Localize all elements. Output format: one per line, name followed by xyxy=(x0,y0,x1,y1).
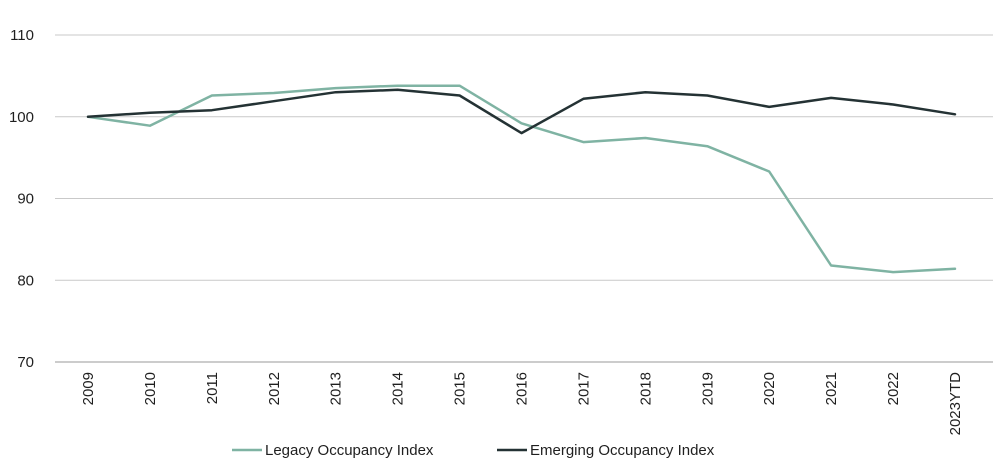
series-layer xyxy=(86,84,957,274)
legend-label: Emerging Occupancy Index xyxy=(530,442,715,459)
y-tick-label: 70 xyxy=(17,354,34,371)
x-tick-label: 2022 xyxy=(885,372,902,405)
x-tick-label: 2014 xyxy=(390,372,407,405)
y-tick-label: 80 xyxy=(17,272,34,289)
x-tick-label: 2016 xyxy=(514,372,531,405)
x-tick-label: 2018 xyxy=(637,372,654,405)
series-line-legacy xyxy=(86,84,957,274)
grid-layer xyxy=(55,34,993,363)
x-tick-label: 2017 xyxy=(575,372,592,405)
legend: Legacy Occupancy Index Emerging Occupancy… xyxy=(232,442,715,459)
x-tick-label: 2023YTD xyxy=(947,372,964,436)
x-tick-label: 2011 xyxy=(204,372,221,404)
x-tick-label: 2021 xyxy=(823,372,840,405)
x-tick-label: 2019 xyxy=(699,372,716,405)
x-tick-label: 2012 xyxy=(266,372,283,405)
x-tick-label: 2020 xyxy=(761,372,778,405)
x-tick-label: 2015 xyxy=(452,372,469,405)
y-axis-ticks: 110 100 90 80 70 xyxy=(9,27,34,371)
x-tick-label: 2009 xyxy=(80,372,97,405)
series-line-emerging xyxy=(86,88,957,135)
y-tick-label: 90 xyxy=(17,191,34,208)
y-tick-label: 110 xyxy=(10,27,34,44)
x-axis-ticks: 2009 2010 2011 2012 2013 2014 2015 2016 2017 2018… xyxy=(80,372,964,436)
y-tick-label: 100 xyxy=(9,109,34,126)
x-tick-label: 2010 xyxy=(142,372,159,405)
legend-label: Legacy Occupancy Index xyxy=(265,442,434,459)
x-tick-label: 2013 xyxy=(328,372,345,405)
